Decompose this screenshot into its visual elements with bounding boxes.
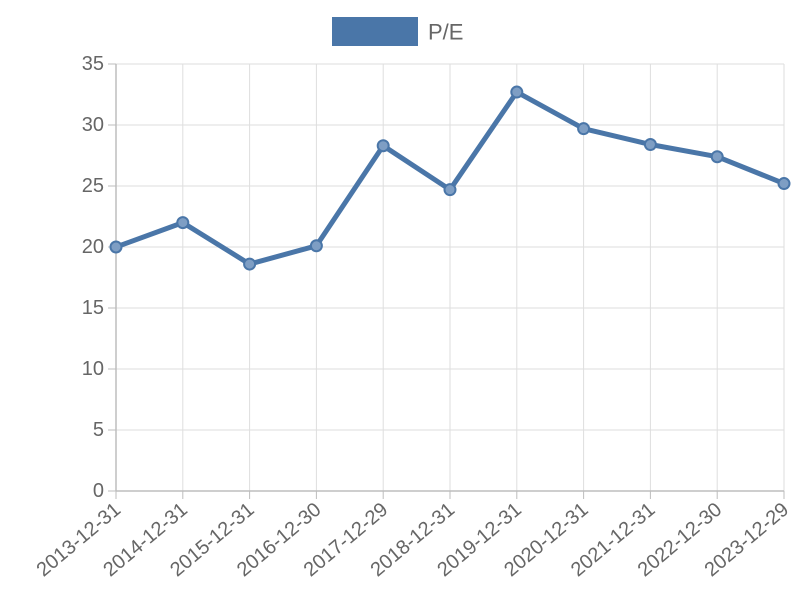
y-tick-label: 30 <box>82 114 104 136</box>
data-point[interactable] <box>243 257 257 271</box>
data-point[interactable] <box>710 150 724 164</box>
data-point[interactable] <box>109 240 123 254</box>
y-tick-label: 20 <box>82 236 104 258</box>
data-point[interactable] <box>309 239 323 253</box>
legend-label-pe[interactable]: P/E <box>428 20 463 45</box>
y-tick-label: 0 <box>93 480 104 502</box>
data-point[interactable] <box>376 139 390 153</box>
legend[interactable]: P/E <box>332 17 463 46</box>
legend-swatch-pe[interactable] <box>332 17 418 46</box>
grid-lines <box>115 63 785 492</box>
y-tick-label: 5 <box>93 419 104 441</box>
y-tick-label: 10 <box>82 358 104 380</box>
data-point[interactable] <box>176 216 190 230</box>
data-point[interactable] <box>777 177 791 191</box>
y-tick-label: 25 <box>82 175 104 197</box>
y-axis-ticks: 0 5 10 15 20 25 30 35 <box>82 53 116 502</box>
data-point[interactable] <box>510 85 524 99</box>
data-point[interactable] <box>643 138 657 152</box>
y-tick-label: 35 <box>82 53 104 75</box>
data-point[interactable] <box>443 183 457 197</box>
data-point[interactable] <box>577 122 591 136</box>
y-tick-label: 15 <box>82 297 104 319</box>
series-layer <box>109 85 791 271</box>
x-axis-ticks: 2013-12-312014-12-312015-12-312016-12-30… <box>33 491 793 581</box>
